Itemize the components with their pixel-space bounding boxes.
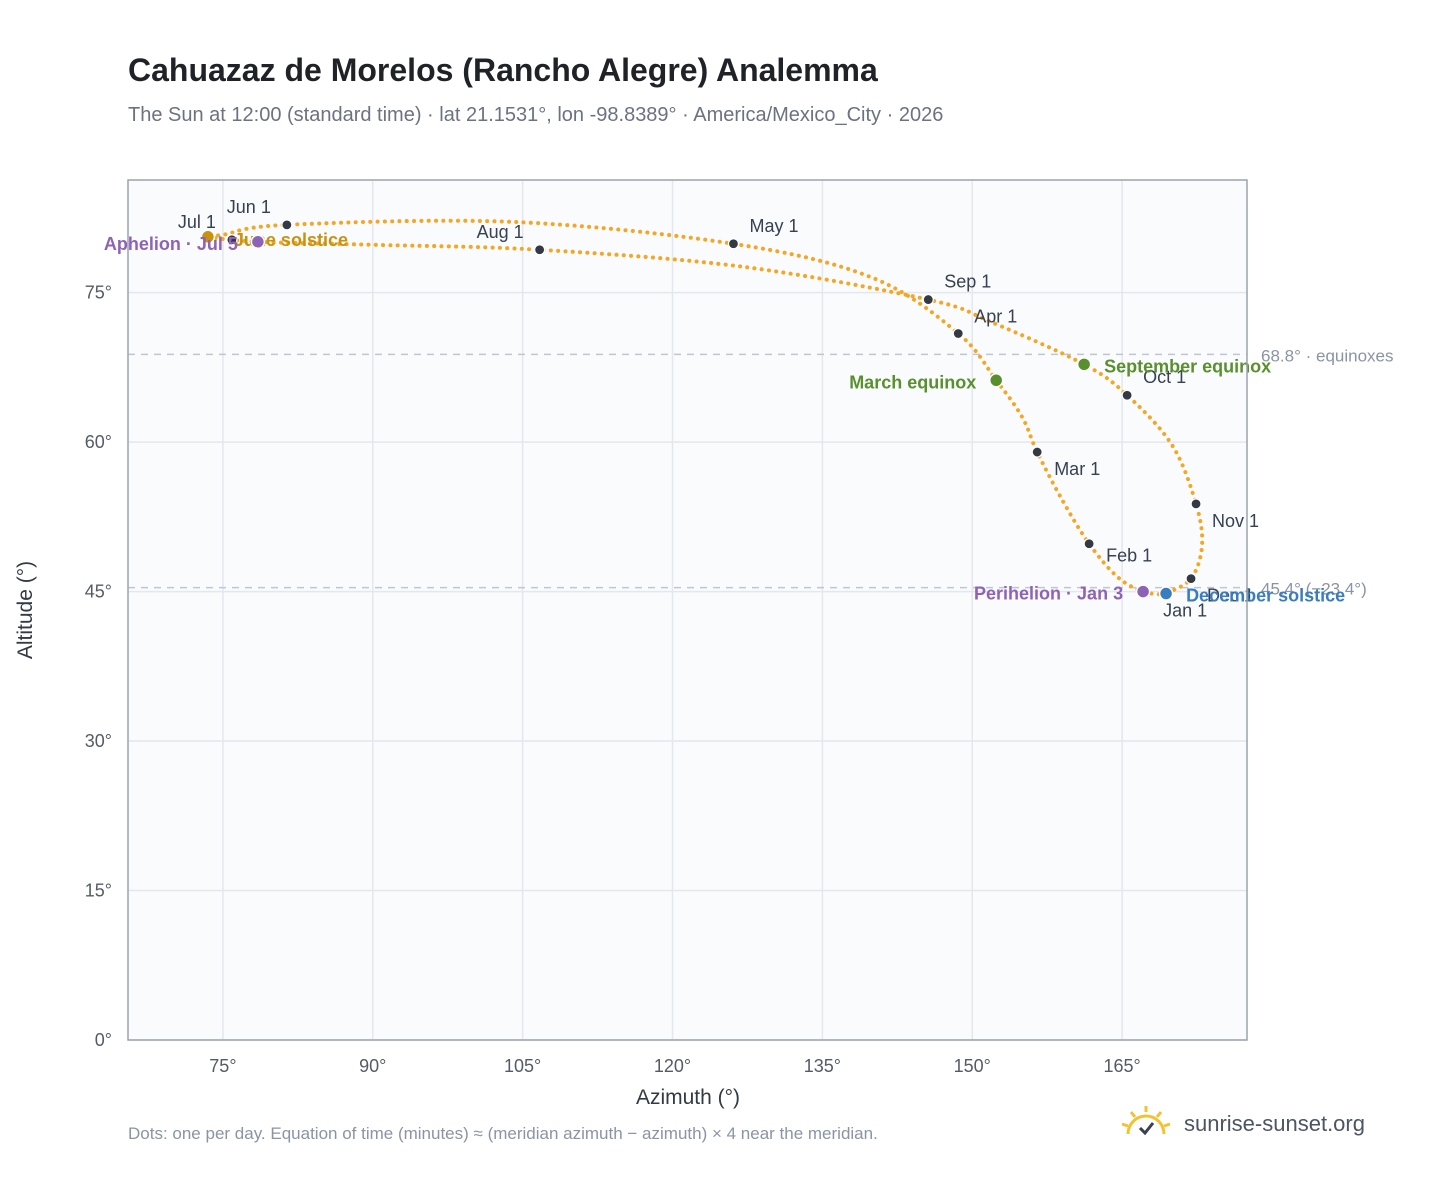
event-marker — [1076, 357, 1092, 372]
brand[interactable]: sunrise-sunset.org — [1120, 1104, 1365, 1144]
chart-title: Cahuazaz de Morelos (Rancho Alegre) Anal… — [128, 52, 878, 88]
month-label: Aug 1 — [477, 222, 524, 242]
month-label: Jan 1 — [1163, 601, 1207, 621]
month-label: Sep 1 — [944, 272, 991, 292]
x-tick-label: 75° — [209, 1056, 236, 1076]
month-label: Oct 1 — [1143, 367, 1186, 387]
x-tick-label: 120° — [654, 1056, 691, 1076]
event-label: December solstice — [1186, 586, 1345, 606]
event-marker — [988, 373, 1004, 388]
y-tick-label: 30° — [85, 731, 112, 751]
reference-line-label: 68.8° · equinoxes — [1261, 346, 1394, 365]
plot-background — [128, 180, 1247, 1040]
x-tick-label: 165° — [1103, 1056, 1140, 1076]
plot-frame — [127, 179, 1248, 1041]
y-tick-label: 0° — [95, 1030, 112, 1050]
brand-name: sunrise-sunset.org — [1184, 1111, 1365, 1136]
month-marker — [1083, 538, 1095, 550]
event-marker — [200, 229, 216, 245]
month-label: Feb 1 — [1106, 546, 1152, 566]
month-marker — [1190, 498, 1202, 510]
event-markers: March equinox September equinox December s… — [104, 229, 1345, 606]
month-marker — [1185, 573, 1197, 585]
reference-lines: 68.8° · equinoxes 45.4° (−23.4°) — [128, 346, 1394, 599]
x-tick-label: 135° — [804, 1056, 841, 1076]
month-label: Jul 1 — [178, 212, 216, 232]
event-label: September equinox — [1104, 356, 1271, 376]
month-marker — [226, 234, 238, 246]
month-marker — [1121, 389, 1133, 401]
event-marker — [1135, 584, 1151, 599]
event-label: Aphelion · Jul 5 — [104, 234, 238, 254]
sun-logo-icon — [1120, 1104, 1172, 1145]
event-marker — [250, 234, 266, 250]
x-tick-label: 90° — [359, 1056, 386, 1076]
month-marker — [281, 219, 293, 231]
month-marker — [922, 293, 934, 306]
month-label: Apr 1 — [974, 306, 1017, 326]
month-marker — [727, 238, 740, 250]
month-label: Jun 1 — [227, 197, 271, 217]
month-marker — [952, 327, 964, 340]
month-label: May 1 — [749, 216, 798, 236]
x-tick-label: 150° — [954, 1056, 991, 1076]
axis-ticks: 75° 90° 105° 120° 135° 150° 165° 0° 15° 30° 45° 60°… — [85, 283, 1141, 1076]
month-marker — [1031, 446, 1043, 458]
event-label: Perihelion · Jan 3 — [974, 584, 1123, 604]
y-tick-label: 15° — [85, 881, 112, 901]
reference-line-label: 45.4° (−23.4°) — [1261, 580, 1367, 599]
footnote: Dots: one per day. Equation of time (min… — [128, 1124, 878, 1143]
event-marker — [1158, 586, 1174, 601]
month-marker — [534, 244, 546, 256]
month-label: Nov 1 — [1212, 511, 1259, 531]
event-label: March equinox — [849, 372, 976, 392]
month-label: Dec 1 — [1207, 586, 1254, 606]
x-axis-label: Azimuth (°) — [636, 1086, 740, 1109]
y-tick-label: 60° — [85, 432, 112, 452]
y-axis-label: Altitude (°) — [14, 561, 37, 659]
x-tick-label: 105° — [504, 1056, 541, 1076]
chart-subtitle: The Sun at 12:00 (standard time) · lat 2… — [128, 104, 944, 126]
y-tick-label: 75° — [85, 283, 112, 303]
month-label: Mar 1 — [1054, 459, 1100, 479]
y-tick-label: 45° — [85, 582, 112, 602]
